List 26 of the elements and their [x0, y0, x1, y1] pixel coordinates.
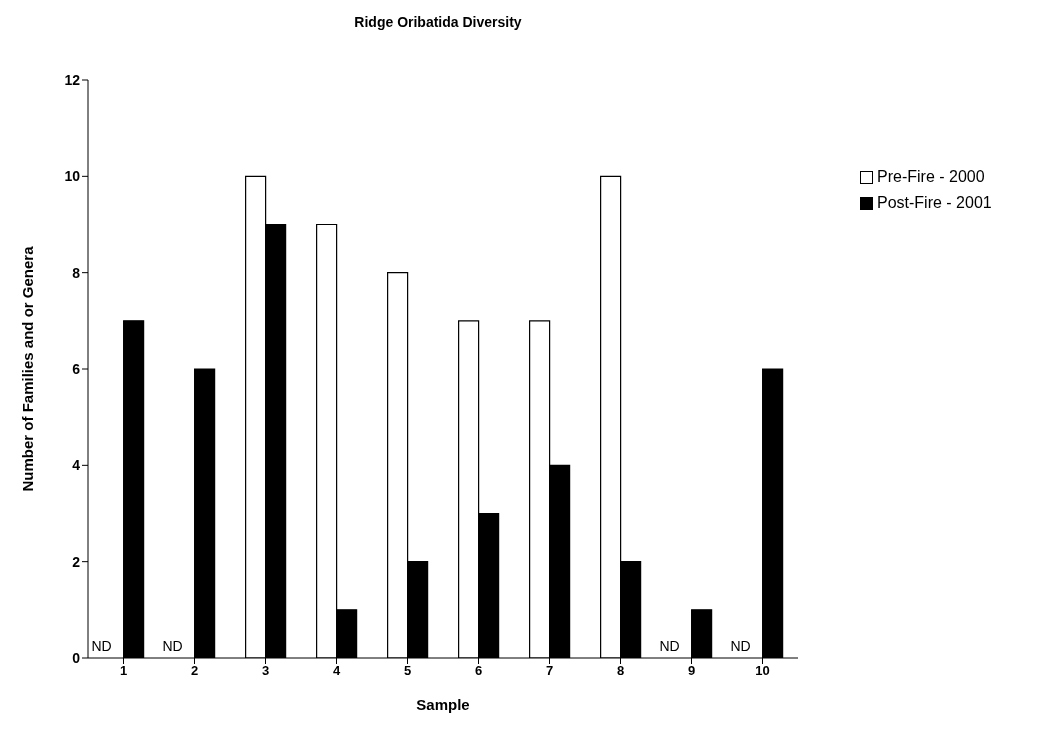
x-tick-label: 8: [616, 663, 625, 679]
annotation: ND: [162, 638, 183, 654]
y-tick-label: 4: [72, 457, 81, 474]
legend-label: Post-Fire - 2001: [877, 194, 992, 212]
legend-label: Pre-Fire - 2000: [877, 168, 985, 186]
x-tick-label: 3: [261, 663, 270, 679]
x-tick-label: 9: [687, 663, 696, 679]
annotation: ND: [730, 638, 751, 654]
x-tick-label: 1: [119, 663, 128, 679]
x-tick-label: 5: [403, 663, 412, 679]
x-tick-label: 10: [755, 663, 770, 679]
annotation: ND: [659, 638, 680, 654]
annotation: ND: [91, 638, 112, 654]
chart-title: Ridge Oribatida Diversity: [353, 14, 523, 30]
y-axis-title: Number of Families and or Genera: [19, 245, 37, 492]
y-tick-label: 10: [64, 168, 81, 185]
x-tick-label: 2: [190, 663, 199, 679]
x-tick-label: 7: [545, 663, 554, 679]
y-tick-label: 6: [72, 360, 81, 377]
y-tick-label: 8: [72, 264, 81, 281]
y-tick-label: 12: [64, 71, 81, 88]
y-tick-label: 0: [72, 649, 81, 666]
x-tick-label: 4: [332, 663, 341, 679]
y-tick-label: 2: [72, 553, 81, 570]
x-axis-title: Sample: [416, 696, 470, 713]
x-tick-label: 6: [474, 663, 483, 679]
